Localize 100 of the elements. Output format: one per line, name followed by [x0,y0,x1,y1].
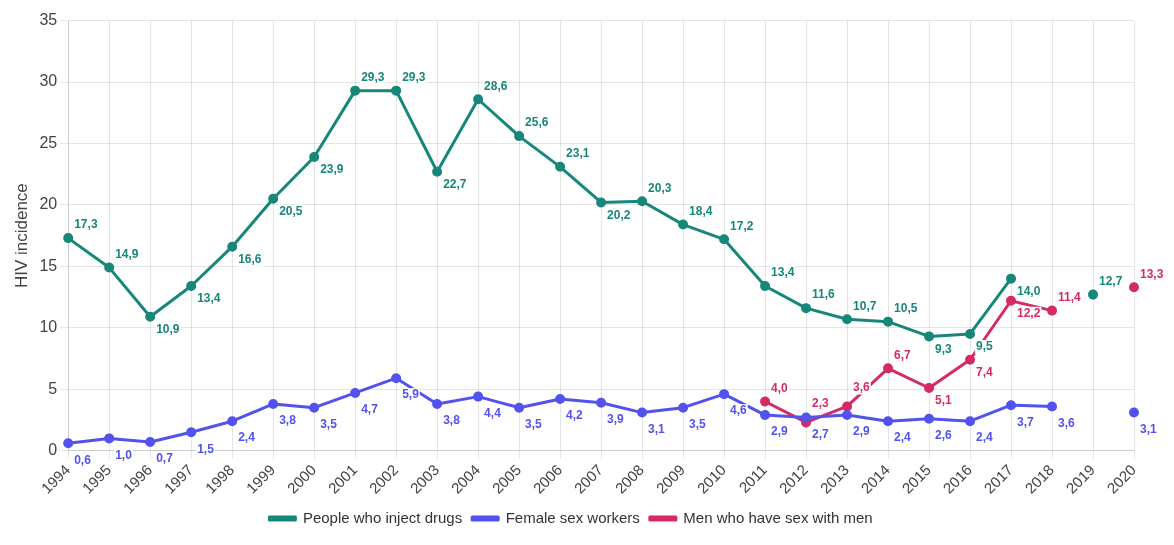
point [965,354,976,365]
point [309,402,320,413]
y-tick-label: 10 [39,318,58,336]
data-label: 14,9 [115,246,139,261]
data-label: 28,6 [484,78,508,93]
data-label: 29,3 [402,69,426,84]
data-label: 2,7 [812,426,830,441]
point [924,413,935,424]
data-label: 3,5 [320,416,338,431]
data-label: 2,6 [935,428,953,443]
y-axis-title: HIV incidence [11,183,31,289]
point [678,219,689,230]
point [145,311,156,322]
data-label: 2,4 [238,430,256,445]
y-tick-label: 25 [39,133,58,151]
data-label: 25,6 [525,115,549,130]
point [1006,295,1017,306]
point [227,241,238,252]
data-label: 3,6 [853,379,871,394]
data-label: 2,9 [853,424,871,439]
data-label: 5,9 [402,387,420,402]
data-label: 10,7 [853,298,877,313]
data-label: 4,2 [566,408,584,423]
data-label: 3,5 [525,416,543,431]
point [555,394,566,405]
data-label: 6,7 [894,347,912,362]
y-tick-label: 35 [39,11,58,29]
point [227,416,238,427]
data-label: 3,1 [1140,421,1158,436]
point [760,410,771,421]
point [391,373,402,384]
point [350,85,361,96]
point [719,389,730,400]
data-label: 12,7 [1099,273,1123,288]
point [432,166,443,177]
point [965,416,976,427]
data-label: 3,6 [1058,415,1076,430]
data-label: 2,4 [894,430,912,445]
point [965,328,976,339]
legend-label: Men who have sex with men [683,508,873,526]
point [924,331,935,342]
y-tick-label: 5 [48,379,58,397]
data-label: 4,0 [771,380,789,395]
point [842,314,853,325]
point [637,196,648,207]
data-label: 4,7 [361,402,379,417]
data-label: 10,9 [156,322,180,337]
point [432,398,443,409]
data-label: 18,4 [689,203,713,218]
data-label: 14,0 [1017,283,1041,298]
y-tick-label: 15 [39,256,58,274]
data-label: 2,9 [771,424,789,439]
data-label: 3,8 [279,413,297,428]
point [1129,282,1139,293]
point [268,193,279,204]
point [842,401,853,412]
point [678,402,689,413]
y-tick-label: 0 [48,441,58,459]
legend-label: Female sex workers [505,508,640,526]
data-label: 3,1 [648,421,666,436]
data-label: 20,5 [279,204,303,219]
point [186,281,197,292]
point [1088,289,1099,300]
data-label: 2,3 [812,395,830,410]
data-label: 20,3 [648,180,672,195]
point [350,387,361,398]
data-label: 0,6 [74,452,92,467]
legend-label: People who inject drugs [302,508,463,526]
data-label: 29,3 [361,69,385,84]
point [473,94,484,105]
data-label: 4,4 [484,405,502,420]
data-label: 23,1 [566,146,590,161]
data-label: 20,2 [607,207,631,222]
data-label: 12,2 [1017,306,1041,321]
data-label: 11,6 [812,287,836,302]
data-label: 4,6 [730,403,748,418]
point [1129,407,1139,418]
data-label: 17,3 [74,217,98,232]
point [104,433,115,444]
point [555,161,566,172]
y-tick-label: 20 [39,195,58,213]
point [63,438,74,449]
point [1047,401,1058,412]
data-label: 3,8 [443,413,461,428]
point [596,197,607,208]
data-label: 5,1 [935,393,953,408]
point [596,397,607,408]
point [1006,273,1017,284]
point [145,437,156,448]
data-label: 10,5 [894,300,918,315]
data-label: 9,5 [976,339,994,354]
data-label: 13,3 [1140,266,1164,281]
data-label: 13,4 [771,265,795,280]
data-label: 16,6 [238,252,262,267]
data-label: 3,7 [1017,414,1035,429]
data-label: 1,5 [197,441,215,456]
y-tick-label: 30 [39,72,58,90]
data-label: 23,9 [320,162,344,177]
point [883,363,894,374]
point [1006,400,1017,411]
